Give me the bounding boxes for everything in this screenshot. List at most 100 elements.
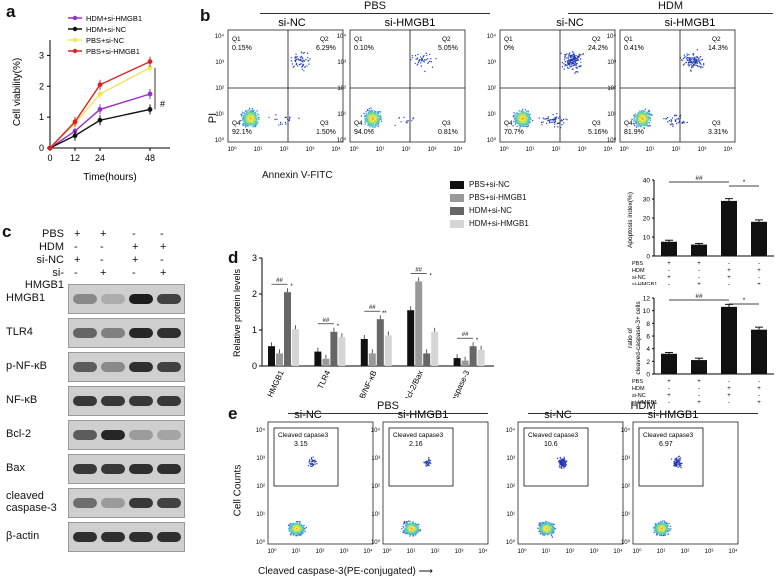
- event-dot: [375, 121, 376, 122]
- blot-label: TLR4: [6, 326, 33, 338]
- blot-label: β-actin: [6, 530, 39, 542]
- event-dot: [365, 119, 366, 120]
- quadrant-q1-value: 0.15%: [232, 45, 252, 52]
- event-dot: [402, 526, 403, 527]
- event-dot: [649, 117, 650, 118]
- legend-label: HDM+si-HMGB1: [469, 219, 529, 228]
- event-dot: [292, 63, 293, 64]
- event-dot: [518, 116, 519, 117]
- event-dot: [699, 60, 700, 61]
- blot-label: HMGB1: [6, 292, 45, 304]
- event-dot: [528, 122, 529, 123]
- event-dot: [644, 125, 645, 126]
- event-dot: [301, 66, 302, 67]
- event-dot: [403, 117, 404, 118]
- y-tick-label: 10⁴: [337, 33, 347, 40]
- bar: [268, 346, 275, 366]
- event-dot: [686, 53, 687, 54]
- event-dot: [254, 114, 255, 115]
- event-dot: [525, 126, 526, 127]
- event-dot: [275, 114, 276, 115]
- x-tick-label: 10³: [306, 147, 315, 153]
- event-dot: [247, 118, 248, 119]
- event-dot: [575, 64, 576, 65]
- x-tick-label: cleaved-caspase-3: [435, 369, 472, 398]
- bar: [377, 319, 384, 366]
- event-dot: [639, 120, 640, 121]
- y-tick-label: 10¹: [337, 112, 346, 118]
- legend-swatch: [450, 181, 464, 189]
- event-dot: [417, 530, 418, 531]
- y-tick-label: 10²: [607, 86, 616, 92]
- event-dot: [643, 123, 644, 124]
- event-dot: [246, 116, 247, 117]
- event-dot: [573, 63, 574, 64]
- event-dot: [554, 126, 555, 127]
- y-tick-label: 10⁰: [256, 539, 266, 546]
- event-dot: [566, 119, 567, 120]
- event-dot: [316, 463, 317, 464]
- event-dot: [633, 115, 634, 116]
- event-dot: [298, 527, 299, 528]
- y-tick-label: 0: [252, 361, 257, 371]
- quadrant-q1-value: 0%: [504, 45, 514, 52]
- event-dot: [637, 116, 638, 117]
- event-dot: [701, 59, 702, 60]
- legend-entry: PBS+si-HMGB1: [86, 47, 140, 56]
- event-dot: [258, 117, 259, 118]
- event-dot: [377, 111, 378, 112]
- event-dot: [292, 526, 293, 527]
- condition-label: HDM: [632, 386, 645, 392]
- event-dot: [699, 66, 700, 67]
- event-dot: [423, 55, 424, 56]
- event-dot: [296, 63, 297, 64]
- event-dot: [696, 61, 697, 62]
- event-dot: [574, 73, 575, 74]
- event-dot: [635, 113, 636, 114]
- blot-label: Bcl-2: [6, 428, 31, 440]
- event-dot: [569, 64, 570, 65]
- event-dot: [401, 528, 402, 529]
- event-dot: [285, 117, 286, 118]
- event-dot: [520, 124, 521, 125]
- event-dot: [403, 527, 404, 528]
- event-dot: [648, 111, 649, 112]
- event-dot: [246, 118, 247, 119]
- event-dot: [366, 121, 367, 122]
- event-dot: [305, 59, 306, 60]
- event-dot: [408, 520, 409, 521]
- condition-label: si-HMGB1: [18, 267, 64, 291]
- event-dot: [515, 113, 516, 114]
- event-dot: [305, 66, 306, 67]
- quadrant-q2-value: 14.3%: [708, 45, 728, 52]
- event-dot: [378, 114, 379, 115]
- event-dot: [251, 122, 252, 123]
- event-dot: [310, 58, 311, 59]
- condition-sign: -: [74, 241, 78, 253]
- sig-label: *: [476, 338, 479, 344]
- event-dot: [518, 114, 519, 115]
- event-dot: [255, 118, 256, 119]
- event-dot: [515, 124, 516, 125]
- event-dot: [576, 58, 577, 59]
- x-tick-label: 10⁴: [603, 146, 613, 153]
- sig-label: *: [743, 179, 746, 186]
- condition-label: si-NC: [632, 275, 646, 281]
- event-dot: [417, 532, 418, 533]
- flow-plot: Q10.10%Q25.05%Q494.0%Q30.81%10⁰10⁰10¹10¹…: [337, 30, 465, 153]
- event-dot: [697, 62, 698, 63]
- event-dot: [568, 57, 569, 58]
- event-dot: [636, 122, 637, 123]
- sig-label: ##: [369, 305, 376, 311]
- event-dot: [427, 58, 428, 59]
- event-dot: [291, 533, 292, 534]
- event-dot: [698, 59, 699, 60]
- event-dot: [246, 110, 247, 111]
- event-dot: [418, 526, 419, 527]
- event-dot: [378, 111, 379, 112]
- event-dot: [372, 111, 373, 112]
- event-dot: [294, 524, 295, 525]
- event-dot: [637, 114, 638, 115]
- event-dot: [426, 59, 427, 60]
